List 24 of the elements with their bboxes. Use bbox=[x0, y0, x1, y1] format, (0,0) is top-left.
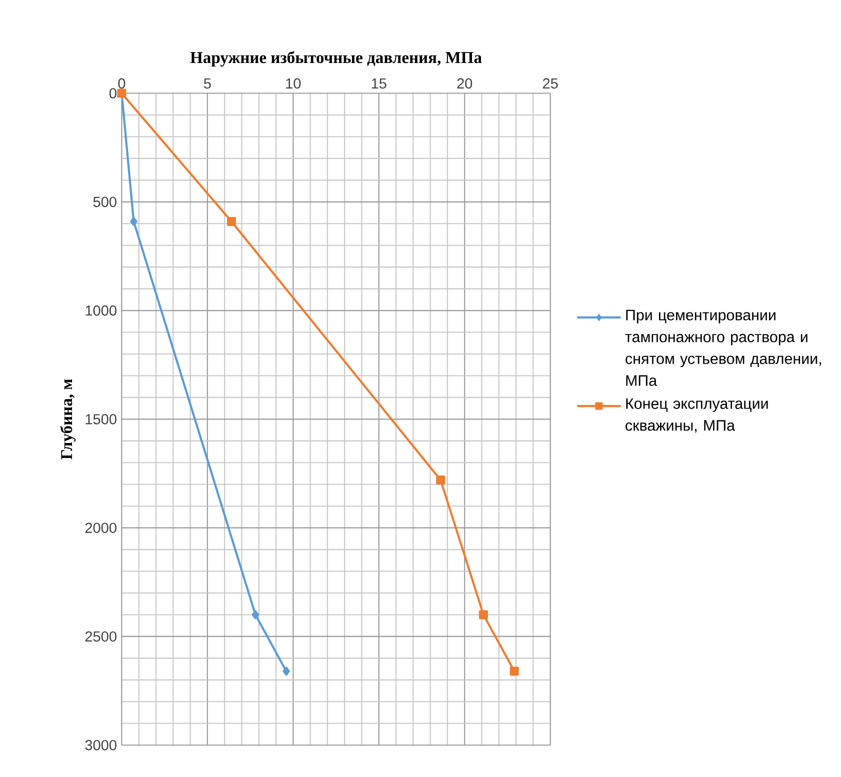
x-tick-label: 5 bbox=[204, 78, 211, 89]
y-tick-label: 3000 bbox=[85, 740, 116, 750]
y-tick-label: 500 bbox=[93, 196, 116, 208]
y-tick-label: 2000 bbox=[85, 522, 116, 534]
y-tick-label: 1000 bbox=[86, 305, 116, 316]
y-tick-label: 0 bbox=[110, 88, 116, 99]
point bbox=[252, 610, 260, 620]
point bbox=[226, 217, 236, 226]
y-axis-title: Глубина, м bbox=[60, 379, 76, 460]
point bbox=[282, 666, 290, 676]
x-tick-label: 20 bbox=[457, 78, 472, 89]
x-tick-label: 15 bbox=[372, 78, 386, 89]
point bbox=[130, 217, 138, 226]
point bbox=[510, 666, 519, 676]
x-tick-label: 0 bbox=[118, 78, 126, 89]
point bbox=[436, 476, 446, 485]
x-axis-title: Наружние избыточные давления, МПа bbox=[190, 51, 482, 67]
y-tick-label: 1500 bbox=[86, 414, 116, 424]
legend-label: При цементировании тампонажного раствора и снятом устьевом давлении, МПа bbox=[625, 310, 821, 386]
y-tick-label: 2500 bbox=[85, 631, 116, 642]
point bbox=[478, 610, 488, 620]
legend-label: Конец эксплуатации скважины, МПа bbox=[626, 398, 768, 433]
x-tick-label: 10 bbox=[286, 78, 301, 89]
x-tick-label: 25 bbox=[542, 78, 558, 89]
